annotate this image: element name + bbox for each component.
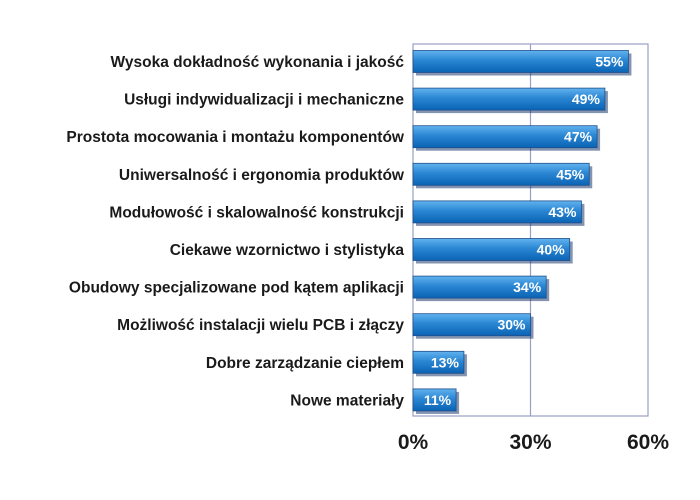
bar: [412, 162, 590, 186]
bar: [412, 313, 531, 337]
category-labels: Wysoka dokładność wykonania i jakość Usłu…: [66, 54, 405, 409]
bar: [412, 200, 582, 224]
bar-value-label: 49%: [572, 91, 601, 107]
bar: [412, 350, 465, 374]
bar: [412, 87, 606, 111]
bar-value-label: 40%: [537, 242, 566, 258]
category-label: Ciekawe wzornictwo i stylistyka: [170, 242, 405, 259]
category-label: Prostota mocowania i montażu komponentów: [66, 129, 405, 146]
bar-value-label: 34%: [513, 279, 542, 295]
category-label: Obudowy specjalizowane pod kątem aplikac…: [69, 280, 404, 297]
bar-value-label: 55%: [595, 54, 624, 70]
bar-value-label: 43%: [548, 204, 577, 220]
category-label: Nowe materiały: [290, 392, 404, 409]
bar-value-label: 45%: [556, 166, 585, 182]
x-tick-label: 30%: [509, 431, 551, 454]
bar-value-label: 47%: [564, 129, 593, 145]
category-label: Uniwersalność i ergonomia produktów: [119, 167, 405, 184]
bars-layer: 55% 49% 47% 45% 43% 40% 34% 30% 13% 11%: [412, 50, 632, 414]
bar: [412, 238, 571, 261]
bar: [412, 125, 598, 149]
bar-value-label: 13%: [431, 354, 460, 370]
bar-value-label: 11%: [424, 392, 452, 408]
x-axis-ticks: 0% 30% 60%: [398, 431, 670, 454]
category-label: Modułowość i skalowalność konstrukcji: [109, 204, 404, 221]
bar-value-label: 30%: [497, 317, 526, 333]
bar: [412, 388, 457, 412]
category-label: Usługi indywidualizacji i mechaniczne: [124, 92, 404, 109]
category-label: Dobre zarządzanie ciepłem: [206, 355, 404, 372]
bar: [412, 275, 547, 299]
bar: [412, 50, 629, 73]
category-label: Możliwość instalacji wielu PCB i złączy: [117, 317, 404, 334]
x-tick-label: 60%: [627, 431, 669, 454]
x-tick-label: 0%: [398, 431, 429, 454]
category-label: Wysoka dokładność wykonania i jakość: [111, 54, 405, 71]
